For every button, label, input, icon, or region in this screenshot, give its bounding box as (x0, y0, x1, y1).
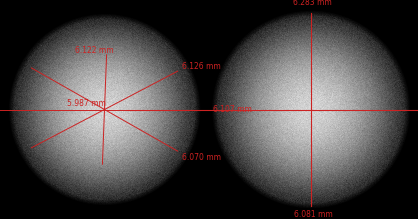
Text: 5.987 mm: 5.987 mm (67, 99, 106, 108)
Text: 6.126 mm: 6.126 mm (182, 62, 221, 71)
Text: 6.107 mm: 6.107 mm (213, 105, 252, 114)
Text: 6.122 mm: 6.122 mm (75, 46, 114, 55)
Text: 6.070 mm: 6.070 mm (182, 153, 221, 162)
Text: 6.081 mm: 6.081 mm (294, 210, 333, 219)
Text: 6.283 mm: 6.283 mm (293, 0, 331, 7)
